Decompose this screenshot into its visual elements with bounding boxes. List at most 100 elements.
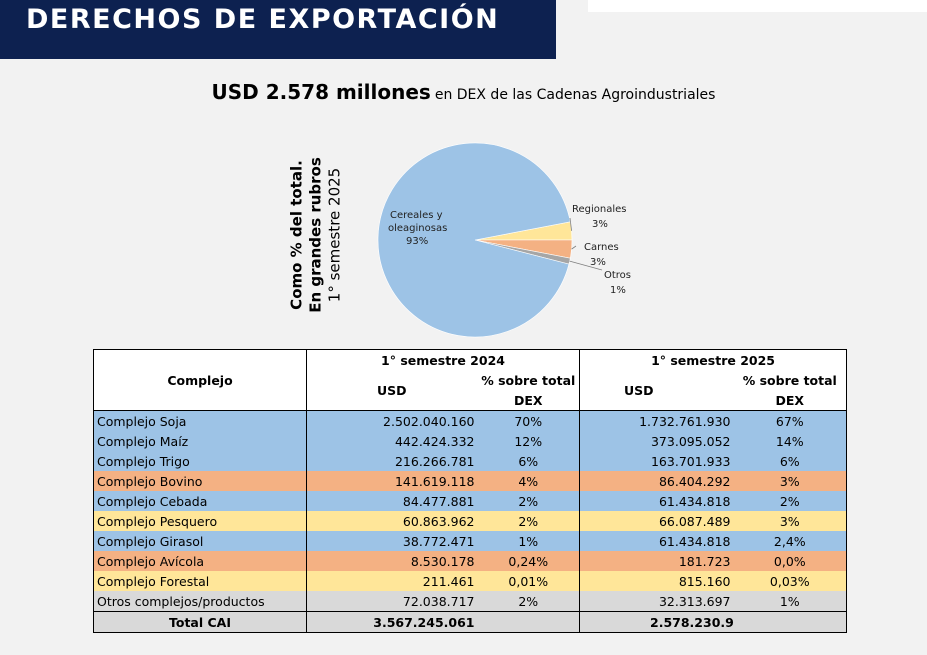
row-name: Complejo Bovino xyxy=(93,471,307,491)
row-usd-2025: 373.095.052 xyxy=(579,431,734,451)
row-pct-2024: 2% xyxy=(477,511,580,531)
page-title: DERECHOS DE EXPORTACIÓN xyxy=(26,4,500,35)
row-usd-2024: 216.266.781 xyxy=(306,451,478,471)
header-usd-2025: USD xyxy=(579,370,734,411)
header-complejo: Complejo xyxy=(93,349,307,411)
header-pct-2024: % sobre total xyxy=(477,370,580,390)
header-period-2025: 1° semestre 2025 xyxy=(579,349,848,370)
row-pct-2025: 0,0% xyxy=(733,551,848,571)
row-pct-2025: 2,4% xyxy=(733,531,848,551)
table-row: Complejo Forestal 211.461 0,01% 815.160 0,03… xyxy=(93,571,848,591)
row-pct-2024: 1% xyxy=(477,531,580,551)
row-usd-2024: 211.461 xyxy=(306,571,478,591)
row-pct-2025: 14% xyxy=(733,431,848,451)
row-name: Otros complejos/productos xyxy=(93,591,307,612)
table-body: Complejo Soja 2.502.040.160 70% 1.732.761.9… xyxy=(93,410,848,612)
row-pct-2025: 1% xyxy=(733,591,848,612)
slice-cereales xyxy=(377,142,571,338)
subtitle-text: en DEX de las Cadenas Agroindustriales xyxy=(434,87,716,103)
subtitle-amount: USD 2.578 millones xyxy=(211,80,431,104)
dex-table: Complejo 1° semestre 2024 1° semestre 20… xyxy=(93,349,848,633)
total-label: Total CAI xyxy=(93,611,307,633)
row-name: Complejo Girasol xyxy=(93,531,307,551)
table-row: Complejo Girasol 38.772.471 1% 61.434.818 2,… xyxy=(93,531,848,551)
row-name: Complejo Forestal xyxy=(93,571,307,591)
row-usd-2025: 66.087.489 xyxy=(579,511,734,531)
row-name: Complejo Trigo xyxy=(93,451,307,471)
row-pct-2025: 3% xyxy=(733,471,848,491)
row-name: Complejo Soja xyxy=(93,410,307,431)
total-pct-2024 xyxy=(477,611,580,633)
row-pct-2024: 2% xyxy=(477,491,580,511)
label-carnes-pct: 3% xyxy=(590,257,606,268)
header-period-2024: 1° semestre 2024 xyxy=(305,349,580,370)
table-row: Otros complejos/productos 72.038.717 2% 32.… xyxy=(93,591,848,612)
header-pct-2025: % sobre total xyxy=(733,370,848,390)
header-usd-2024: USD xyxy=(306,370,478,411)
label-otros: Otros 1% xyxy=(604,270,634,296)
row-pct-2024: 2% xyxy=(477,591,580,612)
row-usd-2024: 442.424.332 xyxy=(306,431,478,451)
header-banner: DERECHOS DE EXPORTACIÓN xyxy=(0,0,556,59)
row-usd-2025: 181.723 xyxy=(579,551,734,571)
row-pct-2024: 70% xyxy=(477,410,580,431)
row-pct-2025: 0,03% xyxy=(733,571,848,591)
chart-subtitle: USD 2.578 millones en DEX de las Cadenas … xyxy=(0,80,927,104)
row-pct-2024: 0,01% xyxy=(477,571,580,591)
label-carnes: Carnes 3% xyxy=(584,242,622,268)
row-usd-2025: 163.701.933 xyxy=(579,451,734,471)
label-otros-pct: 1% xyxy=(610,285,626,296)
row-pct-2025: 6% xyxy=(733,451,848,471)
leader-carnes xyxy=(571,245,577,250)
row-name: Complejo Pesquero xyxy=(93,511,307,531)
row-usd-2025: 1.732.761.930 xyxy=(579,410,734,431)
side-label-line2: En grandes rubros xyxy=(306,157,325,313)
row-usd-2024: 72.038.717 xyxy=(306,591,478,612)
row-usd-2025: 32.313.697 xyxy=(579,591,734,612)
row-usd-2024: 2.502.040.160 xyxy=(306,410,478,431)
row-pct-2025: 67% xyxy=(733,410,848,431)
corner-decoration xyxy=(588,0,927,12)
leader-otros xyxy=(569,260,603,271)
label-cereales-pct: 93% xyxy=(406,236,428,247)
row-pct-2024: 4% xyxy=(477,471,580,491)
row-usd-2025: 61.434.818 xyxy=(579,491,734,511)
leader-regionales xyxy=(569,217,572,231)
label-cereales: Cereales y oleaginosas 93% xyxy=(388,210,451,247)
row-pct-2024: 12% xyxy=(477,431,580,451)
row-name: Complejo Avícola xyxy=(93,551,307,571)
total-pct-2025 xyxy=(733,611,848,633)
label-regionales: Regionales 3% xyxy=(572,204,630,230)
row-usd-2024: 84.477.881 xyxy=(306,491,478,511)
side-label: Como % del total. En grandes rubros 1° s… xyxy=(288,135,345,335)
side-label-line3: 1° semestre 2025 xyxy=(325,167,344,303)
table-row: Complejo Cebada 84.477.881 2% 61.434.818 2% xyxy=(93,491,848,511)
table-row: Complejo Soja 2.502.040.160 70% 1.732.761.9… xyxy=(93,410,848,431)
label-otros-name: Otros xyxy=(604,270,631,281)
pie-labels: Cereales y oleaginosas 93% Regionales 3%… xyxy=(388,204,634,296)
row-usd-2024: 8.530.178 xyxy=(306,551,478,571)
row-pct-2024: 0,24% xyxy=(477,551,580,571)
row-usd-2024: 60.863.962 xyxy=(306,511,478,531)
row-pct-2025: 2% xyxy=(733,491,848,511)
table-row: Complejo Pesquero 60.863.962 2% 66.087.489 3… xyxy=(93,511,848,531)
row-pct-2024: 6% xyxy=(477,451,580,471)
row-usd-2025: 61.434.818 xyxy=(579,531,734,551)
label-carnes-name: Carnes xyxy=(584,242,619,253)
row-usd-2024: 38.772.471 xyxy=(306,531,478,551)
row-pct-2025: 3% xyxy=(733,511,848,531)
row-name: Complejo Cebada xyxy=(93,491,307,511)
total-usd-2025: 2.578.230.910 xyxy=(579,611,734,633)
pie-chart: Cereales y oleaginosas 93% Regionales 3%… xyxy=(377,142,634,338)
pie-slices xyxy=(377,142,573,338)
table-row: Complejo Maíz 442.424.332 12% 373.095.052 14… xyxy=(93,431,848,451)
label-regionales-pct: 3% xyxy=(592,219,608,230)
row-usd-2024: 141.619.118 xyxy=(306,471,478,491)
total-usd-2024: 3.567.245.061 xyxy=(306,611,478,633)
label-regionales-name: Regionales xyxy=(572,204,627,215)
row-usd-2025: 86.404.292 xyxy=(579,471,734,491)
row-usd-2025: 815.160 xyxy=(579,571,734,591)
row-name: Complejo Maíz xyxy=(93,431,307,451)
table-row: Complejo Trigo 216.266.781 6% 163.701.933 6% xyxy=(93,451,848,471)
table-row: Complejo Bovino 141.619.118 4% 86.404.292 3% xyxy=(93,471,848,491)
